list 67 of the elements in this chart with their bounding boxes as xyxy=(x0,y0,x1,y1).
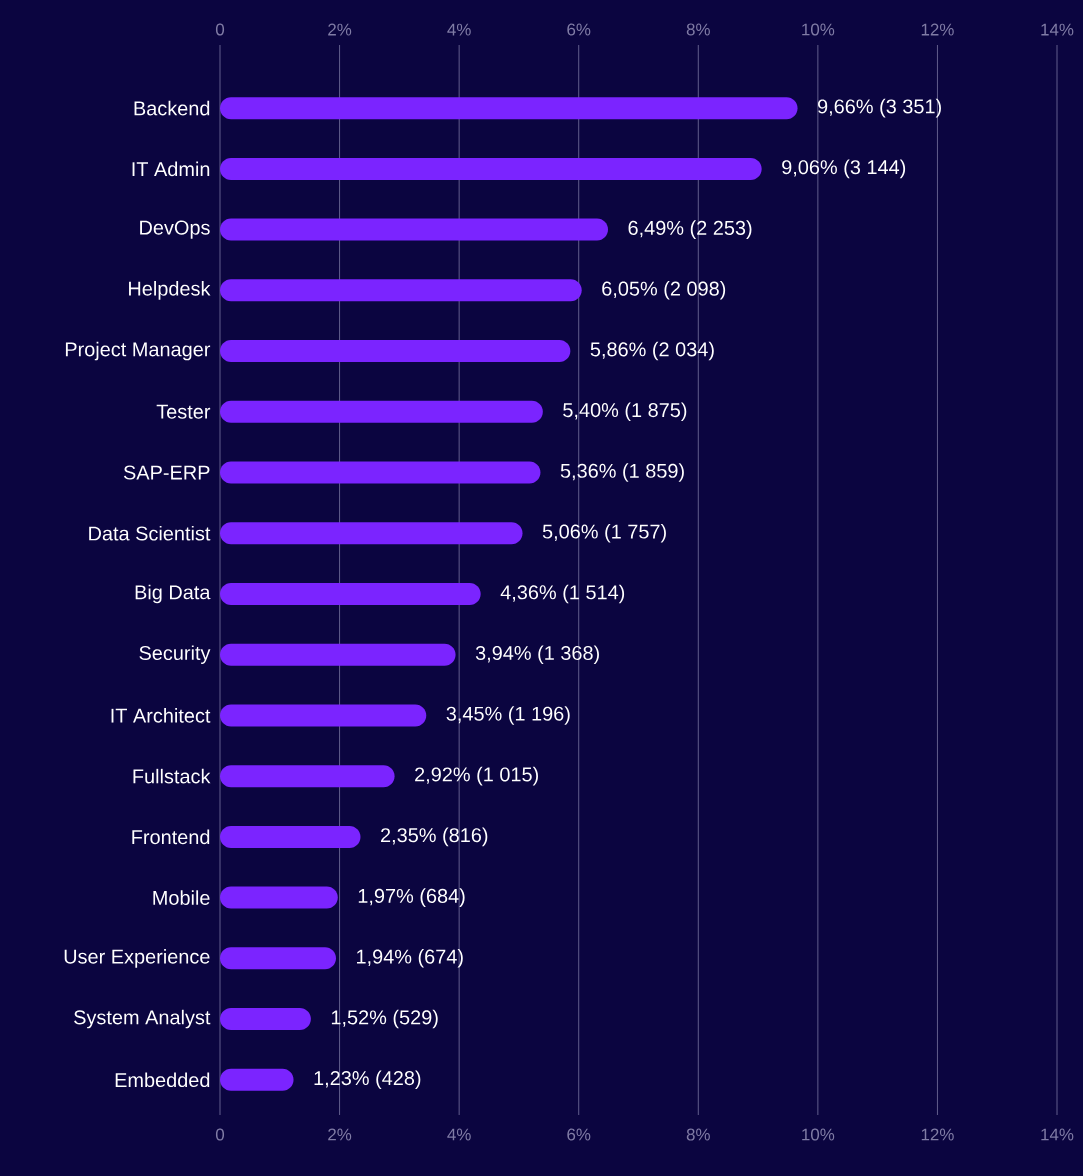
data-label: 2,92% (1 015) xyxy=(415,766,538,786)
y-tick-label: Security xyxy=(139,645,211,664)
x2-tick-label: 14% xyxy=(1041,23,1074,36)
x-tick-label: 4% xyxy=(447,1128,471,1141)
x-tick-label: 12% xyxy=(921,1128,954,1141)
bar xyxy=(220,157,762,180)
data-label: 1,52% (529) xyxy=(331,1009,438,1029)
data-label: 5,36% (1 859) xyxy=(560,463,684,482)
data-label: 3,45% (1 196) xyxy=(446,706,570,725)
y-tick-label: IT Architect xyxy=(111,708,211,723)
y-tick-label: Mobile xyxy=(153,890,210,905)
data-label: 1,97% (684) xyxy=(358,888,465,907)
data-label: 1,94% (674) xyxy=(357,949,463,968)
bar xyxy=(220,886,338,909)
bar xyxy=(220,279,582,302)
bar xyxy=(220,765,395,788)
bar xyxy=(220,97,798,120)
data-label: 6,49% (2 253) xyxy=(628,220,752,239)
x-tick-label: 8% xyxy=(686,1128,710,1141)
x2-tick-label: 10% xyxy=(802,23,835,36)
y-tick-label: Big Data xyxy=(135,584,211,604)
x2-tick-label: 8% xyxy=(686,23,710,36)
bar xyxy=(220,1008,311,1031)
y-tick-label: User Experience xyxy=(64,949,210,968)
y-tick-label: Frontend xyxy=(132,829,210,845)
bar xyxy=(220,947,336,970)
y-tick-label: Helpdesk xyxy=(129,281,211,300)
bar xyxy=(220,461,541,484)
y-tick-label: SAP-ERP xyxy=(123,465,210,480)
bar xyxy=(220,704,427,727)
x-tick-label: 10% xyxy=(802,1128,835,1141)
y-tick-label: Data Scientist xyxy=(89,525,211,541)
x-tick-label: 2% xyxy=(328,1128,352,1141)
bar xyxy=(220,522,523,545)
data-label: 5,40% (1 875) xyxy=(563,402,687,422)
y-tick-label: DevOps xyxy=(140,220,210,239)
x2-tick-label: 2% xyxy=(328,23,352,36)
x-tick-label: 6% xyxy=(567,1128,591,1141)
bar xyxy=(220,218,609,241)
x2-tick-label: 0 xyxy=(215,23,225,36)
y-tick-label: Project Manager xyxy=(65,341,211,361)
x2-tick-label: 12% xyxy=(921,23,954,36)
data-label: 5,86% (2 034) xyxy=(590,341,714,361)
x2-tick-label: 4% xyxy=(447,23,471,36)
y-tick-label: Fullstack xyxy=(133,768,211,784)
data-label: 2,35% (816) xyxy=(381,827,488,847)
data-label: 4,36% (1 514) xyxy=(500,584,625,604)
data-label: 3,94% (1 368) xyxy=(475,645,599,664)
x-tick-label: 14% xyxy=(1041,1128,1074,1141)
x-tick-label: 0 xyxy=(215,1128,225,1141)
data-label: 5,06% (1 757) xyxy=(542,523,666,543)
data-label: 9,66% (3 351) xyxy=(817,98,941,118)
bar xyxy=(220,825,361,848)
bar xyxy=(220,643,456,666)
y-tick-label: IT Admin xyxy=(132,161,210,177)
bar xyxy=(220,340,571,363)
y-tick-label: Backend xyxy=(134,100,210,116)
data-label: 9,06% (3 144) xyxy=(782,159,906,179)
y-tick-label: Tester xyxy=(156,404,211,419)
y-tick-label: Embedded xyxy=(115,1072,210,1088)
x2-tick-label: 6% xyxy=(567,23,591,36)
y-tick-label: System Analyst xyxy=(74,1009,211,1029)
bar xyxy=(220,582,481,605)
bar xyxy=(220,1068,294,1091)
data-label: 1,23% (428) xyxy=(314,1070,421,1090)
bar xyxy=(220,400,543,423)
data-label: 6,05% (2 098) xyxy=(602,281,726,300)
